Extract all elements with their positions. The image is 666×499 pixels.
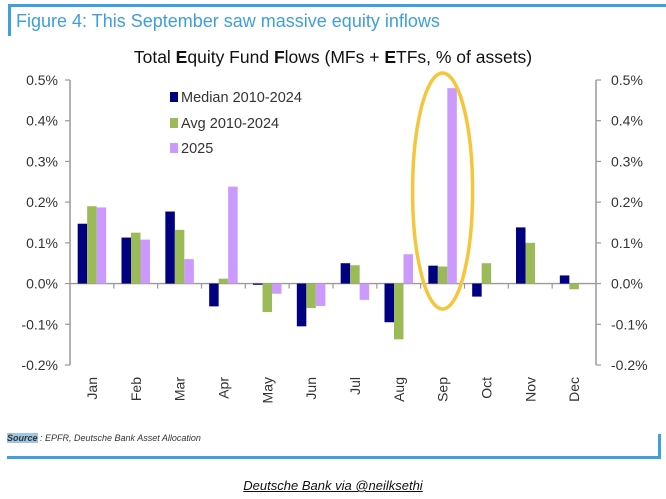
x-tick-label: Oct xyxy=(478,377,494,399)
x-tick-label: Apr xyxy=(215,377,231,399)
chart-title-part: E xyxy=(384,47,396,67)
chart-title-part: E xyxy=(175,47,188,67)
source-label: Source xyxy=(7,433,38,443)
bar-aug-series-2 xyxy=(403,254,413,284)
bar-may-series-1 xyxy=(262,283,272,313)
y-tick-label-left: -0.1% xyxy=(21,316,58,332)
bar-jul-series-0 xyxy=(340,263,351,284)
bar-jul-series-1 xyxy=(350,265,360,284)
y-tick-label-right: 0.3% xyxy=(611,153,643,169)
bar-dec-series-0 xyxy=(559,275,570,284)
bar-mar-series-1 xyxy=(174,229,185,284)
x-tick-label: Jan xyxy=(84,377,100,400)
x-tick-label: Sep xyxy=(435,377,451,402)
x-tick-label: Mar xyxy=(172,377,188,401)
y-tick-label-left: 0.2% xyxy=(26,194,58,210)
x-tick-label: Dec xyxy=(566,377,582,402)
source-note: Source : EPFR, Deutsche Bank Asset Alloc… xyxy=(7,433,201,443)
bar-oct-series-0 xyxy=(472,283,482,297)
bar-may-series-0 xyxy=(253,283,263,285)
bar-jun-series-1 xyxy=(306,283,316,308)
x-tick-label: Feb xyxy=(128,377,144,401)
y-tick-label-left: 0.4% xyxy=(26,113,58,129)
y-tick-label-right: -0.1% xyxy=(611,316,648,332)
y-tick-label-right: 0.0% xyxy=(611,276,643,292)
bar-mar-series-0 xyxy=(165,211,175,284)
bar-apr-series-0 xyxy=(209,283,219,307)
y-tick-label-right: 0.2% xyxy=(611,194,643,210)
x-tick-label: May xyxy=(259,377,275,403)
bar-dec-series-1 xyxy=(569,283,579,290)
chart-canvas: -0.2% -0.2% -0.1% -0.1% 0.0% 0.0% 0.1% 0.1% 0.2%… xyxy=(21,71,648,403)
y-tick-label-right: 0.1% xyxy=(611,235,643,251)
bar-aug-series-1 xyxy=(394,283,404,340)
y-tick-label-left: 0.0% xyxy=(26,276,58,292)
bar-jul-series-2 xyxy=(359,283,370,300)
x-tick-label: Nov xyxy=(522,377,538,402)
x-tick-label: Jul xyxy=(347,377,363,395)
bar-sep-series-2 xyxy=(447,88,457,284)
frame-right-border xyxy=(658,434,661,459)
legend-swatch xyxy=(170,92,178,102)
bars-layer xyxy=(77,88,579,340)
y-tick-label-right: -0.2% xyxy=(611,357,648,373)
bar-apr-series-2 xyxy=(228,186,238,284)
chart-title-part: quity Fund xyxy=(187,47,274,67)
bar-jan-series-0 xyxy=(77,223,88,284)
y-tick-label-left: 0.1% xyxy=(26,235,58,251)
y-tick-label-right: 0.5% xyxy=(611,72,643,88)
bar-nov-series-1 xyxy=(525,242,535,284)
bar-jun-series-2 xyxy=(315,283,326,306)
bar-jan-series-1 xyxy=(87,206,97,284)
figure-title: Figure 4: This September saw massive equ… xyxy=(16,11,440,31)
legend-swatch xyxy=(170,118,178,128)
y-tick-label-left: 0.3% xyxy=(26,153,58,169)
chart-title-part: F xyxy=(273,47,285,67)
y-tick-label-left: 0.5% xyxy=(26,72,58,88)
chart-title-part: lows (MFs + xyxy=(284,47,385,67)
bar-apr-series-1 xyxy=(218,278,229,284)
legend-label: 2025 xyxy=(181,141,213,157)
legend: Median 2010-2024 Avg 2010-2024 2025 xyxy=(170,90,302,157)
axes-layer: -0.2% -0.2% -0.1% -0.1% 0.0% 0.0% 0.1% 0.1% 0.2%… xyxy=(21,72,647,403)
x-tick-label: Jun xyxy=(303,377,319,400)
highlight-ellipse xyxy=(410,71,475,311)
bar-sep-series-0 xyxy=(428,265,438,284)
chart-title: Total Equity Fund Flows (MFs + ETFs, % o… xyxy=(0,47,666,68)
chart-title-part: Total xyxy=(133,47,176,67)
credit-link[interactable]: Deutsche Bank via @neilksethi xyxy=(243,478,423,493)
y-tick-label-right: 0.4% xyxy=(611,113,643,129)
bar-feb-series-0 xyxy=(121,237,131,284)
bar-feb-series-1 xyxy=(131,232,141,284)
bar-nov-series-0 xyxy=(516,227,526,284)
legend-label: Avg 2010-2024 xyxy=(181,116,279,132)
bar-mar-series-2 xyxy=(184,259,194,284)
bar-oct-series-1 xyxy=(481,263,492,284)
chart-title-part: TFs, % of assets) xyxy=(396,47,533,67)
bar-jan-series-2 xyxy=(96,207,107,284)
frame-top-border xyxy=(8,4,666,7)
x-tick-label: Aug xyxy=(391,377,407,402)
legend-swatch xyxy=(170,143,178,153)
frame-bottom-border xyxy=(7,456,661,459)
y-tick-label-left: -0.2% xyxy=(21,357,58,373)
legend-label: Median 2010-2024 xyxy=(181,90,302,106)
annotation-layer xyxy=(410,71,475,311)
bar-aug-series-0 xyxy=(384,283,394,323)
bar-may-series-2 xyxy=(272,283,282,294)
frame-left-border xyxy=(8,4,11,36)
bar-sep-series-1 xyxy=(437,266,448,284)
bar-jun-series-0 xyxy=(296,283,307,327)
bar-feb-series-2 xyxy=(140,239,150,284)
source-text: : EPFR, Deutsche Bank Asset Allocation xyxy=(37,433,201,443)
